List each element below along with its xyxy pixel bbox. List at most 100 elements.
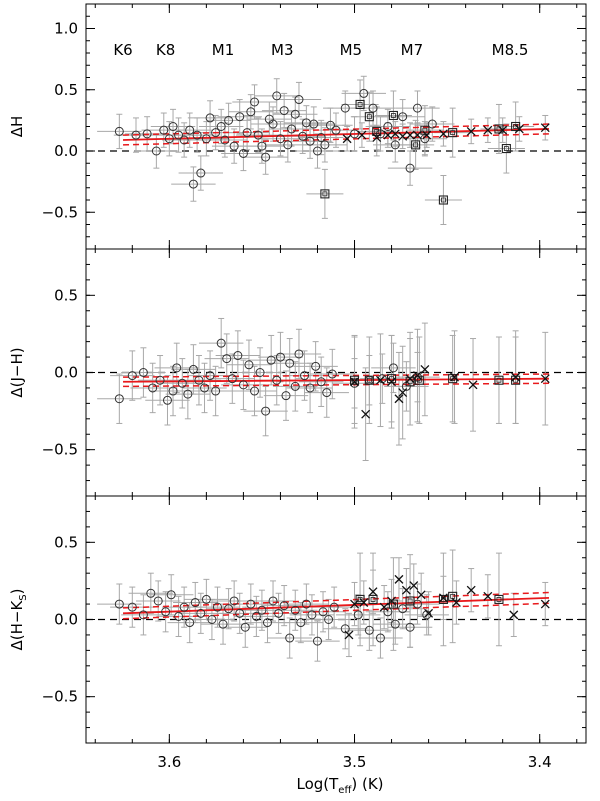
point-cross [540,123,550,133]
y-axis-label: Δ(H−KS) [8,588,29,650]
point-square [388,110,398,121]
point-circle [211,128,221,138]
point-cross [498,125,508,135]
point-square [411,140,421,150]
point-circle [194,375,204,385]
point-circle [114,599,124,609]
point-circle [224,115,234,125]
point-circle [311,361,321,371]
point-square [405,596,415,606]
point-cross [413,130,422,140]
point-square [355,594,365,604]
point-circle [262,618,272,628]
panels-group: −0.5 0.0 0.5 1.0 ΔH K6 K8 M1 M3 M5 M7 M8.5 −0.5 0.0 0.… [8,3,587,771]
point-circle [325,120,335,130]
point-circle [229,141,239,151]
point-circle [290,109,300,119]
point-cross [375,375,385,385]
panel-2: −0.5 0.0 0.5 Δ(J−H) [8,248,587,497]
point-circle [412,599,422,609]
point-cross [405,374,415,384]
point-cross [394,394,404,404]
point-circle [388,363,398,373]
point-circle [201,594,211,604]
point-cross [416,590,426,600]
point-circle [242,128,252,138]
point-circle [114,126,124,136]
point-square-inner [496,377,502,383]
point-square [355,99,365,109]
point-circle [261,152,271,162]
point-square-inner [357,597,363,602]
point-circle [205,371,215,381]
point-circle [196,608,206,618]
point-circle [398,604,408,614]
point-square [501,144,511,154]
point-cross [401,585,411,595]
point-square [494,594,504,604]
fit-band [123,382,549,388]
point-circle [329,602,339,612]
point-circle [312,146,322,156]
point-circle [300,371,310,381]
point-circle [127,371,137,381]
point-square [388,599,398,609]
spectral-type-label: M3 [271,41,294,59]
point-circle [257,605,267,615]
y-tick-label: −0.5 [42,203,78,221]
point-circle [253,130,263,140]
point-circle [168,386,178,396]
point-cross [387,596,397,606]
point-circle [153,596,163,606]
point-square [364,375,374,385]
y-tick-label: 0.0 [54,364,78,382]
fit-band [123,123,549,136]
y-tick-label: 0.0 [54,142,78,160]
point-square [320,189,330,199]
point-cross [438,593,448,603]
point-square [448,591,458,601]
y-tick-label: 0.0 [54,611,78,629]
point-circle [261,406,271,416]
point-circle [279,106,289,116]
y-tick-label: 0.5 [54,81,78,99]
point-circle [155,375,165,385]
point-circle [359,88,369,98]
point-square [494,375,504,385]
point-circle [201,134,211,144]
y-tick-label: −0.5 [42,441,78,459]
point-cross [424,608,434,618]
point-circle [405,163,415,173]
point-square-inner [496,597,502,602]
point-square [420,125,430,135]
point-circle [340,624,350,634]
point-cross [398,131,408,141]
point-circle [287,124,297,134]
point-square-inner [391,113,396,118]
point-square [372,126,382,136]
point-square [438,195,448,205]
spectral-type-label: K8 [156,41,175,59]
point-circle [250,97,260,107]
point-circle [274,608,284,618]
point-cross [394,574,404,584]
fit-band [123,591,549,609]
point-circle [233,351,243,361]
point-circle [324,615,334,624]
point-circle [283,140,293,150]
point-square-inner [407,598,413,604]
point-circle [281,391,291,401]
point-cross [438,129,448,139]
point-cross [372,133,382,142]
point-square [494,124,504,134]
point-circle [320,140,330,150]
point-square [511,121,521,132]
point-cross [450,372,459,382]
point-circle [142,129,152,139]
spectral-type-label: M1 [212,41,235,59]
point-circle [309,119,319,129]
point-circle [390,140,400,150]
point-cross [398,388,408,398]
point-circle [266,355,276,365]
point-circle [174,611,184,621]
